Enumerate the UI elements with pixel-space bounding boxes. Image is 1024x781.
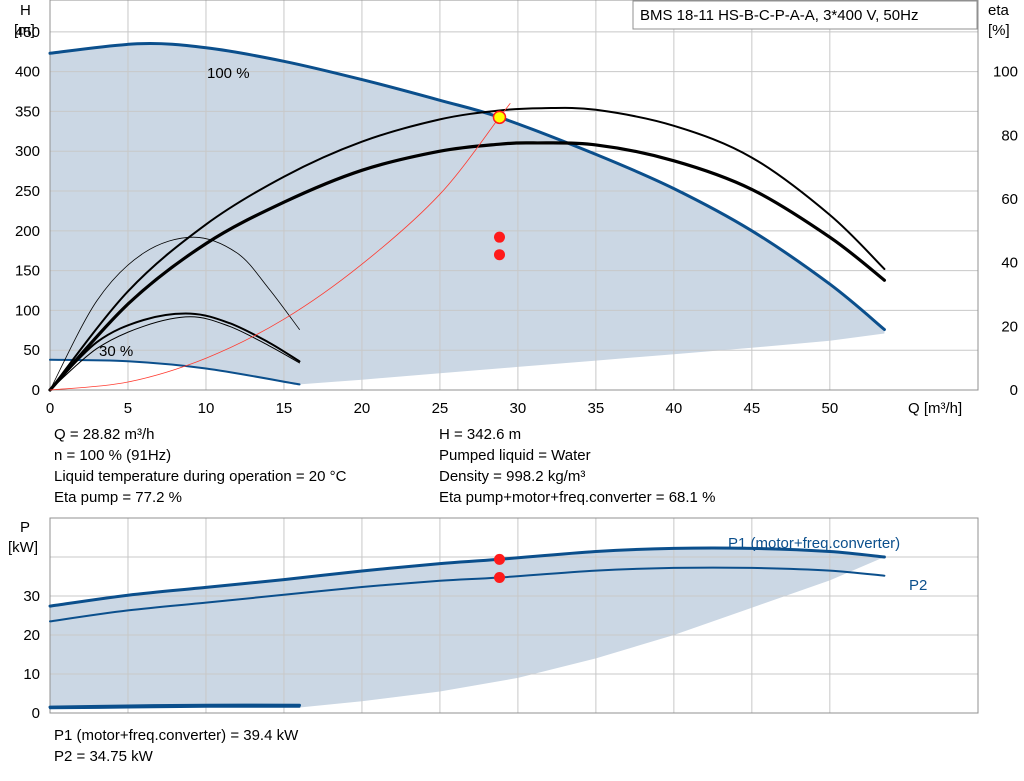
head-x-tick-labels: 0 5 10 15 20 25 30 35 40 45 50 — [46, 400, 838, 417]
info-q: Q = 28.82 m³/h — [54, 426, 155, 443]
pump-label-box: BMS 18-11 HS-B-C-P-A-A, 3*400 V, 50Hz — [632, 0, 978, 30]
curve-label-100: 100 % — [207, 65, 250, 82]
head-x-tick: 20 — [354, 400, 371, 417]
head-y-tick: 400 — [15, 64, 40, 81]
head-x-tick: 15 — [276, 400, 293, 417]
power-y-tick-labels: 0 10 20 30 — [23, 588, 40, 722]
info-eta-total: Eta pump+motor+freq.converter = 68.1 % — [439, 489, 716, 506]
eta-y-tick: 80 — [1001, 127, 1018, 144]
eta-y-tick: 100 — [993, 64, 1018, 81]
head-y-tick: 250 — [15, 183, 40, 200]
eta-y-label: eta — [988, 2, 1010, 19]
eta-y-label-unit: [%] — [988, 22, 1010, 39]
head-y-tick: 450 — [15, 24, 40, 41]
head-plot-frame — [49, 0, 979, 391]
info-h: H = 342.6 m — [439, 426, 522, 443]
eta-y-tick: 40 — [1001, 255, 1018, 272]
eta-curve-pump-100 — [49, 106, 886, 391]
eta-point — [493, 231, 505, 243]
power-y-tick: 20 — [23, 627, 40, 644]
info-n: n = 100 % (91Hz) — [54, 447, 172, 464]
eta-curve-a-30 — [49, 312, 301, 391]
info-p1: P1 (motor+freq.converter) = 39.4 kW — [54, 727, 299, 744]
info-p2: P2 = 34.75 kW — [54, 748, 153, 765]
head-curve-30 — [49, 358, 301, 386]
power-y-tick: 10 — [23, 666, 40, 683]
head-x-tick: 10 — [198, 400, 215, 417]
eta-y-tick-labels: 0 20 40 60 80 100 — [993, 64, 1018, 399]
eta-y-tick: 20 — [1001, 318, 1018, 335]
info-eta-pump: Eta pump = 77.2 % — [54, 489, 182, 506]
p1-curve-30 — [48, 703, 301, 709]
eta-point — [493, 249, 505, 261]
x-axis-label: Q [m³/h] — [908, 400, 962, 417]
eta-curve-total-100 — [48, 141, 886, 392]
head-curves — [48, 42, 886, 392]
head-y-tick: 350 — [15, 103, 40, 120]
p2-curve-30 — [49, 705, 301, 710]
head-y-tick: 100 — [15, 302, 40, 319]
power-gridlines — [50, 518, 978, 713]
p2-curve-label: P2 — [909, 577, 927, 594]
head-y-tick: 50 — [23, 342, 40, 359]
eta-curve-pump-30 — [49, 236, 300, 391]
p2-curve-100 — [49, 566, 886, 623]
head-x-tick: 5 — [124, 400, 132, 417]
head-x-tick: 35 — [588, 400, 605, 417]
info-density: Density = 998.2 kg/m³ — [439, 468, 586, 485]
power-point — [493, 571, 505, 583]
head-x-tick: 40 — [666, 400, 683, 417]
power-plot-frame — [49, 517, 979, 714]
curve-label-30: 30 % — [99, 343, 133, 360]
head-x-tick: 45 — [744, 400, 761, 417]
p1-curve-100 — [48, 546, 886, 608]
head-y-tick-labels: 0 50 100 150 200 250 300 350 400 450 — [15, 24, 40, 399]
head-x-tick: 30 — [510, 400, 527, 417]
head-y-label-h: H — [20, 2, 31, 19]
duty-point — [492, 110, 507, 125]
eta-curve-b-30 — [49, 316, 300, 391]
head-y-tick: 300 — [15, 143, 40, 160]
head-x-tick: 50 — [821, 400, 838, 417]
head-y-label-unit: [m] — [14, 22, 35, 39]
system-curve — [49, 103, 511, 391]
power-y-label-p: P — [20, 519, 30, 536]
power-y-tick: 30 — [23, 588, 40, 605]
head-x-tick: 25 — [432, 400, 449, 417]
power-y-label-unit: [kW] — [8, 539, 38, 556]
head-x-tick: 0 — [46, 400, 54, 417]
power-operating-area — [50, 548, 885, 709]
eta-y-tick: 0 — [1010, 382, 1018, 399]
info-temp: Liquid temperature during operation = 20… — [54, 468, 347, 485]
p1-curve-label: P1 (motor+freq.converter) — [728, 535, 900, 552]
power-chart: 0 10 20 30 P [kW] P1 (motor+freq.converter)… — [8, 517, 979, 722]
power-y-tick: 0 — [32, 705, 40, 722]
power-curves — [48, 546, 886, 710]
power-point — [493, 553, 505, 565]
head-y-tick: 200 — [15, 223, 40, 240]
pump-label: BMS 18-11 HS-B-C-P-A-A, 3*400 V, 50Hz — [640, 7, 918, 24]
eta-y-tick: 60 — [1001, 191, 1018, 208]
head-y-tick: 150 — [15, 263, 40, 280]
head-y-tick: 0 — [32, 382, 40, 399]
info-liquid: Pumped liquid = Water — [439, 447, 591, 464]
head-chart: 0 5 10 15 20 25 30 35 40 45 50 0501001502002503003… — [14, 0, 1018, 417]
head-operating-area — [50, 43, 885, 385]
